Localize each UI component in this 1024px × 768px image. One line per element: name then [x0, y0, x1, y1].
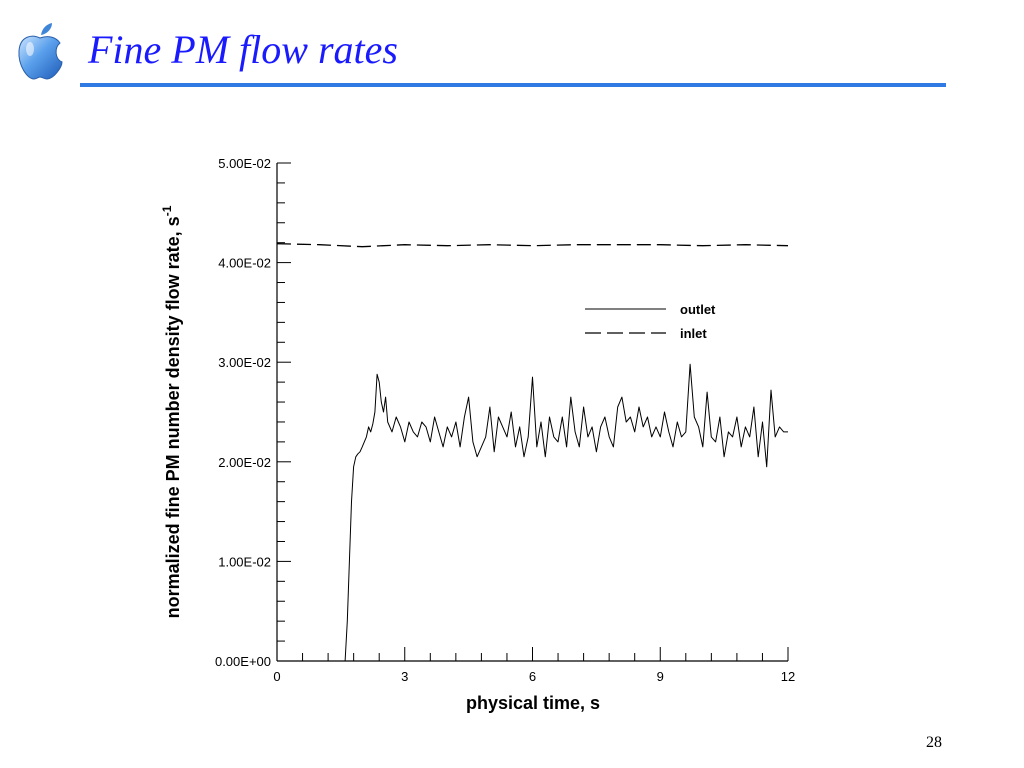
series-line-outlet: [277, 363, 788, 662]
x-axis-title: physical time, s: [466, 693, 600, 713]
y-axis-title: normalized fine PM number density flow r…: [160, 205, 183, 618]
y-tick-label: 0.00E+00: [215, 654, 271, 669]
x-tick-label: 3: [401, 669, 408, 684]
y-axis-title-text: normalized fine PM number density flow r…: [163, 216, 183, 618]
page-number: 28: [926, 734, 942, 751]
x-tick-label: 12: [781, 669, 795, 684]
legend-outlet-label: outlet: [680, 302, 716, 317]
y-axis-title-superscript: -1: [160, 205, 174, 216]
title-rule: [80, 83, 946, 87]
legend-inlet-label: inlet: [680, 326, 707, 341]
legend: outlet inlet: [585, 302, 716, 341]
x-tick-label: 0: [273, 669, 280, 684]
x-tick-label: 9: [657, 669, 664, 684]
y-tick-label: 5.00E-02: [218, 156, 271, 171]
y-tick-label: 3.00E-02: [218, 355, 271, 370]
y-tick-label: 2.00E-02: [218, 455, 271, 470]
y-tick-label: 4.00E-02: [218, 256, 271, 271]
x-tick-label: 6: [529, 669, 536, 684]
slide-title: Fine PM flow rates: [88, 27, 398, 72]
y-ticks: 0.00E+00 1.00E-02 2.00E-02 3.00E-02 4.00E-02…: [215, 156, 291, 669]
chart-frame: [276, 163, 788, 662]
x-ticks: 0 3 6 9 12: [273, 647, 795, 684]
series-layer: [276, 243, 789, 662]
apple-logo-icon: [18, 23, 63, 80]
y-tick-label: 1.00E-02: [218, 554, 271, 569]
series-line-inlet: [276, 243, 789, 248]
